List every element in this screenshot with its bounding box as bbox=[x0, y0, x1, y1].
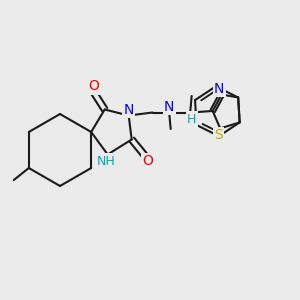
Text: S: S bbox=[214, 128, 223, 142]
Text: NH: NH bbox=[97, 154, 116, 168]
Text: N: N bbox=[124, 103, 134, 117]
Text: O: O bbox=[89, 80, 100, 93]
Text: N: N bbox=[164, 100, 174, 114]
Text: N: N bbox=[214, 82, 224, 96]
Text: O: O bbox=[142, 154, 153, 168]
Text: H: H bbox=[187, 112, 196, 126]
